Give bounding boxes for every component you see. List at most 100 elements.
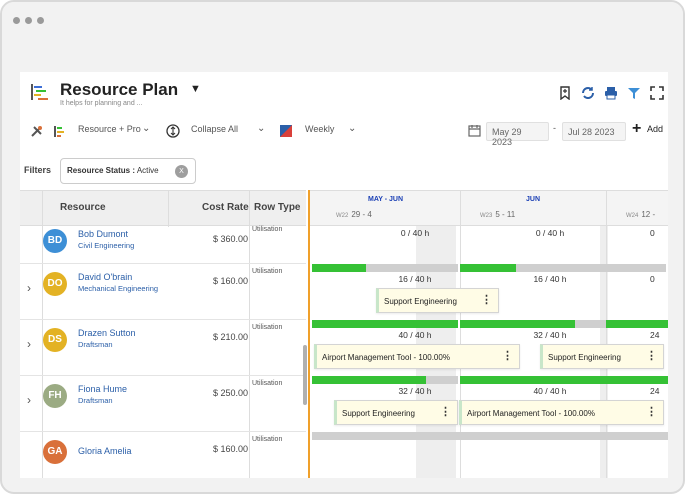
avatar: DS [43,328,67,352]
row-type: Utilisation [252,226,283,233]
tools-icon[interactable] [30,125,43,138]
row-type: Utilisation [252,268,283,275]
avatar: GA [43,440,67,464]
cost-rate: $ 360.00 [212,234,248,244]
month-label: MAY - JUN [368,196,404,203]
utilisation-value: 24 [650,330,660,340]
calendar-icon[interactable] [468,124,481,137]
add-icon[interactable]: + [632,120,642,137]
column-header-row-type[interactable]: Row Type [254,202,301,213]
fullscreen-icon[interactable] [650,86,664,100]
group-by-icon [54,126,64,137]
resource-name[interactable]: Gloria Amelia [78,446,132,456]
view-select[interactable]: Weekly [305,124,335,134]
start-date-field[interactable]: May 29 2023 [486,122,549,147]
row-type: Utilisation [252,436,283,443]
filter-chip-value: Active [136,166,159,175]
table-row[interactable]: › DO David O'brain Mechanical Engineerin… [20,264,306,320]
task-card[interactable]: Airport Management Tool - 100.00% ⋮ [459,400,664,425]
task-card[interactable]: Support Engineering ⋮ [334,400,458,425]
column-header-cost-rate[interactable]: Cost Rate [202,202,249,213]
end-date-field[interactable]: Jul 28 2023 [562,122,626,141]
timeline-row: 16 / 40 h 16 / 40 h 0 [310,274,668,330]
filter-icon[interactable] [627,86,641,100]
utilisation-bar [312,376,458,384]
week-label: W24 12 - [626,210,656,219]
month-label: JUN [526,196,541,203]
date-separator: - [553,123,556,133]
bookmark-icon[interactable] [558,86,572,101]
resource-name[interactable]: Bob Dumont [78,229,129,239]
header: Resource Plan ▼ It helps for planning an… [20,72,668,112]
vertical-scrollbar[interactable] [303,345,307,405]
task-label: Airport Management Tool - 100.00% [467,409,595,418]
timeline-row: 40 / 40 h 32 / 40 h 24 [310,330,668,386]
utilisation-value: 16 / 40 h [533,274,567,284]
collapse-icon[interactable] [166,124,180,138]
timeline-row: 0 / 40 h 0 / 40 h 0 [310,226,668,282]
chevron-down-icon[interactable]: ⌄ [142,123,151,134]
task-label: Support Engineering [548,353,621,362]
column-header-resource[interactable]: Resource [60,202,106,213]
resource-role: Mechanical Engineering [78,284,159,293]
expand-chevron-icon[interactable]: › [27,281,31,295]
collapse-all-select[interactable]: Collapse All [191,124,239,134]
table-row[interactable]: GA Gloria Amelia $ 160.00 Utilisation [20,432,306,478]
utilisation-value: 40 / 40 h [533,386,567,396]
utilisation-value: 32 / 40 h [398,386,432,396]
table-row[interactable]: BD Bob Dumont Civil Engineering $ 360.00… [20,226,306,264]
expand-chevron-icon[interactable]: › [27,393,31,407]
resource-name[interactable]: David O'brain [78,272,133,282]
row-type: Utilisation [252,380,283,387]
table-row[interactable]: › DS Drazen Sutton Draftsman $ 210.00 Ut… [20,320,306,376]
print-icon[interactable] [604,86,618,100]
resource-plan-panel: Resource Plan ▼ It helps for planning an… [20,72,668,478]
avatar: FH [43,384,67,408]
resource-role: Draftsman [78,396,113,405]
cost-rate: $ 210.00 [212,332,248,342]
title-dropdown-icon[interactable]: ▼ [190,83,201,95]
expand-chevron-icon[interactable]: › [27,337,31,351]
window-dot-icon [37,17,44,24]
more-options-icon[interactable]: ⋮ [646,350,657,362]
utilisation-bar [312,320,458,328]
task-card[interactable]: Airport Management Tool - 100.00% ⋮ [314,344,520,369]
window-dot-icon [25,17,32,24]
avatar: BD [43,229,67,253]
resource-grid: Resource Cost Rate Row Type BD Bob Dumon… [20,190,668,478]
resource-name[interactable]: Fiona Hume [78,384,128,394]
task-card[interactable]: Support Engineering ⋮ [540,344,664,369]
utilisation-value: 0 / 40 h [400,228,430,238]
task-card[interactable]: Support Engineering ⋮ [376,288,499,313]
timeline-row: 32 / 40 h 40 / 40 h 24 [310,386,668,442]
utilisation-bar [606,320,668,328]
add-button[interactable]: Add [647,124,664,134]
avatar: DO [43,272,67,296]
more-options-icon[interactable]: ⋮ [440,406,451,418]
more-options-icon[interactable]: ⋮ [646,406,657,418]
chevron-down-icon[interactable]: ⌄ [348,123,357,134]
utilisation-bar [460,320,666,328]
filters-bar: Filters Resource Status : Active X [20,158,668,184]
close-icon[interactable]: X [175,165,188,178]
more-options-icon[interactable]: ⋮ [502,350,513,362]
page-title: Resource Plan [60,80,179,99]
cost-rate: $ 160.00 [212,444,248,454]
resource-name[interactable]: Drazen Sutton [78,328,136,338]
utilisation-bar [312,432,668,440]
gantt-logo-icon [31,84,48,100]
chevron-down-icon[interactable]: ⌄ [257,123,266,134]
utilisation-value: 40 / 40 h [398,330,432,340]
window-dot-icon [13,17,20,24]
table-row[interactable]: › FH Fiona Hume Draftsman $ 250.00 Utili… [20,376,306,432]
task-label: Support Engineering [384,297,457,306]
resource-role: Civil Engineering [78,241,135,250]
more-options-icon[interactable]: ⋮ [481,294,492,306]
group-by-select[interactable]: Resource + Pro [78,124,141,134]
timeline-header: MAY - JUN JUN W22 29 - 4 W23 5 - 11 W24 12 … [310,190,668,227]
utilisation-bar [312,264,458,272]
task-label: Airport Management Tool - 100.00% [322,353,450,362]
refresh-icon[interactable] [581,86,595,100]
filter-chip[interactable]: Resource Status : Active X [60,158,196,184]
